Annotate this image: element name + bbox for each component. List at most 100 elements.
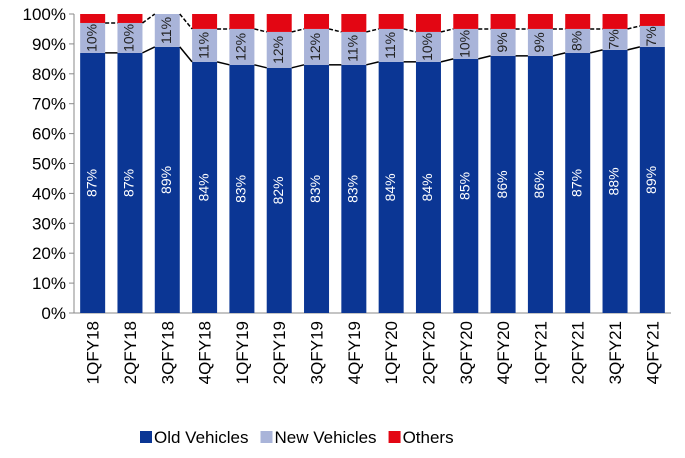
series-line (478, 55, 491, 60)
series-line (627, 25, 641, 30)
data-label: 87% (83, 169, 99, 197)
bar-segment (490, 14, 516, 29)
bar-segment (266, 31, 292, 68)
bar-segment (378, 28, 404, 62)
x-tick-label: 1QFY19 (233, 321, 252, 384)
data-label: 10% (121, 24, 137, 52)
bar-segment (80, 14, 106, 23)
legend-swatch (388, 431, 401, 443)
series-line (366, 28, 379, 33)
x-tick-label: 3QFY18 (158, 321, 177, 384)
data-label: 9% (494, 32, 510, 52)
y-tick-label: 30% (32, 214, 66, 233)
series-line (291, 28, 305, 33)
bar-segment (565, 14, 591, 29)
data-label: 7% (606, 29, 622, 49)
bar-segment (80, 22, 106, 53)
x-tick-label: 4QFY21 (643, 321, 662, 384)
bar-segment (192, 14, 218, 29)
data-label: 84% (382, 173, 398, 201)
data-label: 8% (568, 31, 584, 51)
data-label: 89% (643, 166, 659, 194)
bar-segment (117, 14, 143, 23)
series-line (440, 28, 454, 33)
data-label: 10% (83, 24, 99, 52)
series-line (590, 49, 603, 54)
bar-segment (80, 52, 106, 314)
y-tick-label: 40% (32, 184, 66, 203)
bar-segment (229, 64, 255, 313)
bar-segment (602, 28, 628, 50)
bar-segment (602, 49, 628, 313)
bar-segment (453, 14, 479, 29)
bar-segment (565, 52, 591, 314)
data-label: 11% (158, 17, 174, 44)
data-label: 10% (419, 33, 435, 61)
series-line (179, 46, 193, 63)
data-label: 7% (643, 26, 659, 46)
bar-segment (639, 14, 665, 26)
series-line (440, 58, 454, 63)
x-tick-label: 2QFY21 (569, 321, 588, 384)
data-label: 86% (531, 170, 547, 198)
y-tick-label: 70% (32, 95, 66, 114)
data-label: 84% (195, 173, 211, 201)
bar-segment (527, 28, 553, 56)
data-label: 12% (307, 33, 323, 61)
bar-segment (266, 67, 292, 313)
series-line (366, 61, 379, 66)
y-tick-label: 10% (32, 274, 66, 293)
legend-label: Others (403, 428, 454, 447)
x-tick-label: 1QFY18 (84, 321, 103, 384)
data-label: 83% (233, 175, 249, 203)
bar-segment (415, 14, 441, 32)
x-tick-label: 1QFY20 (382, 321, 401, 384)
x-tick-label: 3QFY20 (457, 321, 476, 384)
legend-label: New Vehicles (275, 428, 377, 447)
x-tick-label: 4QFY18 (196, 321, 215, 384)
bar-segment (378, 14, 404, 29)
bar-segment (154, 46, 180, 313)
x-tick-label: 4QFY19 (345, 321, 364, 384)
bar-segment (192, 28, 218, 62)
bar-segment (490, 55, 516, 314)
data-label: 12% (270, 36, 286, 64)
series-line (328, 28, 342, 33)
data-label: 87% (568, 169, 584, 197)
x-tick-label: 3QFY19 (308, 321, 327, 384)
bar-segment (639, 25, 665, 47)
x-tick-label: 2QFY19 (270, 321, 289, 384)
data-label: 85% (456, 172, 472, 200)
data-label: 12% (233, 33, 249, 61)
x-tick-label: 3QFY21 (606, 321, 625, 384)
bar-segment (453, 58, 479, 313)
data-label: 11% (195, 32, 211, 59)
series-line (627, 46, 641, 51)
x-tick-label: 2QFY20 (419, 321, 438, 384)
series-line (254, 64, 267, 69)
x-tick-label: 4QFY20 (494, 321, 513, 384)
bar-segment (266, 14, 292, 32)
bar-segment (415, 61, 441, 314)
bar-segment (117, 22, 143, 53)
bar-segment (341, 14, 367, 32)
bar-segment (304, 64, 330, 313)
bar-segment (490, 28, 516, 56)
data-label: 82% (270, 176, 286, 204)
bar-segment (304, 28, 330, 65)
bar-segment (229, 28, 255, 65)
data-label: 84% (419, 173, 435, 201)
bar-segment (602, 14, 628, 29)
legend-swatch (140, 431, 152, 443)
bar-segment (565, 28, 591, 53)
legend-swatch (260, 431, 273, 443)
series-line (291, 64, 305, 69)
bar-segment (341, 31, 367, 65)
bar-segment (453, 28, 479, 59)
bar-segment (229, 14, 255, 29)
y-tick-label: 20% (32, 244, 66, 263)
bar-segment (341, 64, 367, 313)
series-line (254, 28, 267, 33)
y-tick-label: 100% (23, 5, 66, 24)
